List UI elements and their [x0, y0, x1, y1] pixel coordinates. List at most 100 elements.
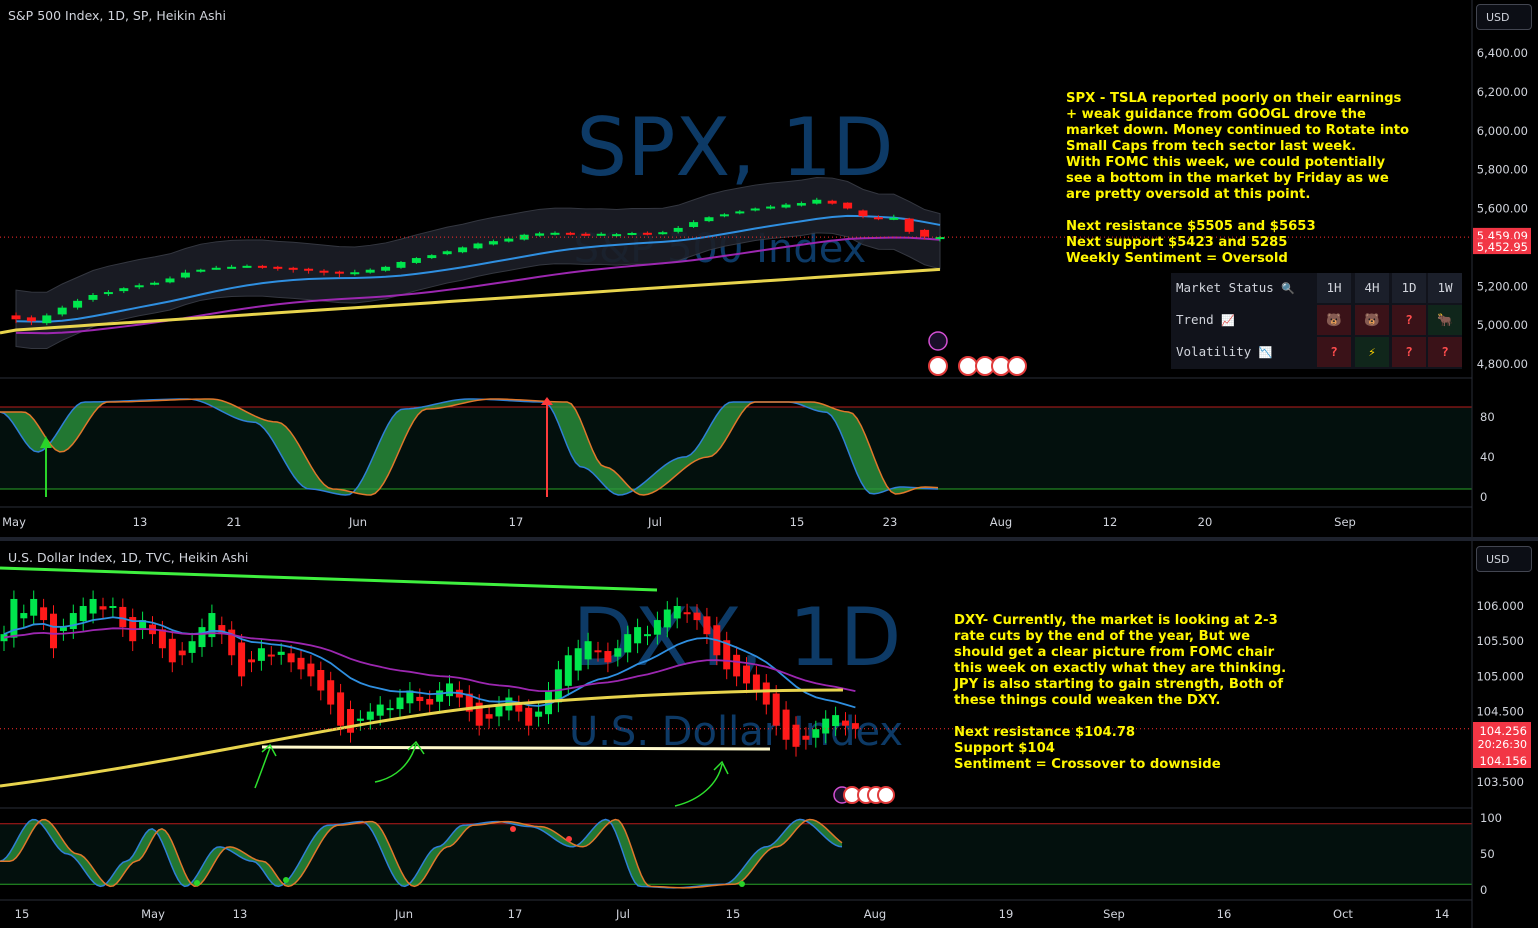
- dxy-price-tick: 105.500: [1476, 634, 1524, 648]
- spx-candle: [196, 269, 206, 272]
- spx-candle: [920, 229, 930, 237]
- dxy-candle: [604, 651, 612, 663]
- dxy-candle: [851, 723, 859, 729]
- spx-candle: [411, 258, 421, 263]
- dxy-candle: [752, 674, 760, 691]
- dxy-price-tick: 105.000: [1476, 669, 1524, 683]
- tf-1h: 1H: [1317, 273, 1351, 303]
- spx-candle: [504, 238, 514, 242]
- osc-d-line: [0, 398, 939, 496]
- spx-candle: [442, 251, 452, 255]
- dxy-candle: [782, 709, 790, 740]
- dxy-ema-purple-line: [3, 627, 856, 693]
- spx-line: are pretty oversold at this point.: [1066, 187, 1311, 202]
- lightning-icon: ⚡: [1355, 337, 1389, 367]
- sell-dot-icon: [510, 826, 516, 832]
- dxy-candle: [20, 613, 28, 619]
- spx-line: see a bottom in the market by Friday as …: [1066, 171, 1389, 186]
- spx-candle: [704, 217, 714, 222]
- spx-line: Small Caps from tech sector last week.: [1066, 139, 1356, 154]
- spx-candle: [458, 247, 468, 253]
- tf-1w: 1W: [1428, 273, 1462, 303]
- spx-line: With FOMC this week, we could potentiall…: [1066, 155, 1386, 170]
- spx-candle: [427, 255, 437, 259]
- dxy-currency-button[interactable]: USD: [1476, 546, 1532, 572]
- dxy-candle: [69, 613, 77, 630]
- spx-candle: [827, 200, 837, 204]
- dxy-candle: [733, 654, 741, 677]
- spx-candle: [319, 270, 329, 273]
- spx-date-tick: 12: [1103, 515, 1118, 529]
- ema-yellow-line: [0, 267, 941, 335]
- dxy-annotation: DXY- Currently, the market is looking at…: [954, 613, 1286, 773]
- unknown-status-icon: ?: [1392, 337, 1426, 367]
- bull-icon: 🐂: [1428, 305, 1462, 335]
- dxy-candle: [366, 711, 374, 720]
- dxy-candle: [535, 711, 543, 717]
- dxy-badge-countdown: 20:26:30: [1478, 738, 1527, 751]
- lightning-event-icon: [928, 331, 948, 351]
- spx-price-tick: 6,000.00: [1477, 124, 1528, 138]
- dxy-candle: [50, 613, 57, 649]
- osc-fill: [0, 399, 938, 495]
- spx-candle: [550, 232, 560, 235]
- spx-candle: [750, 208, 760, 211]
- support-trendline: [261, 745, 771, 751]
- buy-arrow-icon: [40, 436, 52, 448]
- spx-candle: [304, 268, 314, 271]
- dxy-candle: [99, 606, 107, 610]
- dxy-candle: [317, 669, 325, 691]
- dxy-candle: [297, 657, 305, 670]
- dxy-date-tick: May: [141, 907, 165, 921]
- spx-candle: [42, 315, 52, 324]
- spx-candle: [843, 202, 853, 209]
- bear-icon: 🐻: [1355, 305, 1389, 335]
- dxy-date-tick: 19: [999, 907, 1014, 921]
- dxy-osc-tick: 0: [1480, 883, 1487, 897]
- spx-candle: [134, 285, 144, 288]
- dxy-candle: [30, 598, 38, 616]
- dxy-candle: [465, 693, 473, 712]
- price-badge: [1473, 722, 1531, 768]
- spx-line: [1066, 203, 1409, 219]
- resistance-trendline: [0, 566, 658, 592]
- dxy-candle: [525, 707, 533, 726]
- spx-candle: [673, 227, 683, 232]
- dxy-candle: [59, 627, 67, 631]
- spx-candle: [858, 210, 868, 217]
- dxy-candle: [485, 714, 493, 719]
- spx-candle: [211, 267, 221, 270]
- dxy-candle: [40, 607, 48, 621]
- dxy-date-tick: 15: [15, 907, 30, 921]
- osc-k-line: [0, 818, 843, 889]
- osc-fill: [0, 819, 842, 888]
- spx-candle: [565, 232, 575, 235]
- dxy-candle: [218, 625, 226, 635]
- spx-currency-button[interactable]: USD: [1476, 4, 1532, 30]
- spx-line: market down. Money continued to Rotate i…: [1066, 123, 1410, 138]
- dxy-line: should get a clear picture from FOMC cha…: [954, 645, 1275, 660]
- dxy-candle: [208, 613, 216, 638]
- spx-candle: [381, 266, 391, 271]
- spx-candle: [150, 282, 160, 285]
- spx-price-tick: 6,400.00: [1477, 46, 1528, 60]
- dxy-ema-blue-line: [3, 616, 856, 709]
- spx-price-tick: 4,800.00: [1477, 357, 1528, 371]
- price-badge: [1473, 239, 1531, 255]
- dxy-badge-last: 104.256: [1479, 724, 1527, 738]
- sell-arrow-icon: [541, 397, 553, 405]
- us-flag-event-icon: [877, 786, 895, 804]
- up-arrow-icon: [254, 743, 277, 789]
- dxy-candle: [109, 606, 117, 608]
- us-flag-event-icon: [928, 356, 948, 376]
- spx-candle: [596, 233, 606, 236]
- dxy-candle: [495, 704, 503, 717]
- buy-dot-icon: [194, 880, 200, 886]
- spx-candle: [273, 266, 283, 269]
- dxy-candle: [574, 648, 582, 671]
- spx-candle: [873, 217, 883, 220]
- panel-divider: [0, 537, 1538, 541]
- dxy-candle: [772, 693, 780, 726]
